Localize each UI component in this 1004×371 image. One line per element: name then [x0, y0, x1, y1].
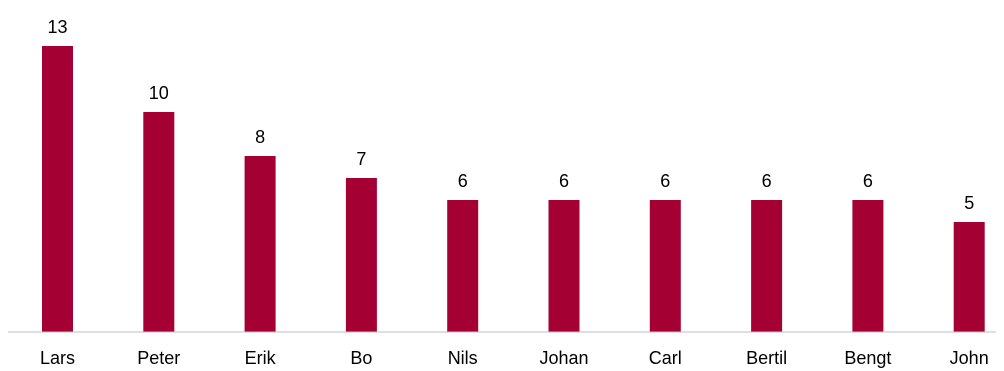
bar-nils [447, 200, 479, 332]
data-label-lars: 13 [47, 17, 67, 37]
data-label-peter: 10 [149, 83, 169, 103]
data-label-carl: 6 [660, 171, 670, 191]
bar-peter [143, 112, 175, 332]
bar-bengt [852, 200, 884, 332]
data-label-nils: 6 [458, 171, 468, 191]
bar-carl [649, 200, 681, 332]
data-label-bo: 7 [356, 149, 366, 169]
bar-john [953, 222, 985, 332]
x-tick-label-johan: Johan [539, 348, 588, 368]
x-tick-label-bertil: Bertil [746, 348, 787, 368]
data-labels-group: 13 10 8 7 6 6 6 6 6 5 [47, 17, 974, 213]
x-tick-label-peter: Peter [137, 348, 180, 368]
x-tick-label-erik: Erik [245, 348, 277, 368]
data-label-bengt: 6 [863, 171, 873, 191]
bar-bo [345, 178, 377, 332]
x-tick-label-nils: Nils [448, 348, 478, 368]
x-tick-label-lars: Lars [40, 348, 75, 368]
bar-johan [548, 200, 580, 332]
data-label-bertil: 6 [762, 171, 772, 191]
bar-erik [244, 156, 276, 332]
x-tick-label-john: John [950, 348, 989, 368]
bar-bertil [751, 200, 783, 332]
x-tick-label-carl: Carl [649, 348, 682, 368]
x-tick-label-bo: Bo [350, 348, 372, 368]
bar-lars [42, 46, 73, 332]
data-label-erik: 8 [255, 127, 265, 147]
x-tick-label-bengt: Bengt [844, 348, 891, 368]
x-tick-labels-group: Lars Peter Erik Bo Nils Johan Carl Bertil Bengt J… [40, 348, 989, 368]
bars-group [42, 46, 985, 332]
data-label-johan: 6 [559, 171, 569, 191]
data-label-john: 5 [964, 193, 974, 213]
